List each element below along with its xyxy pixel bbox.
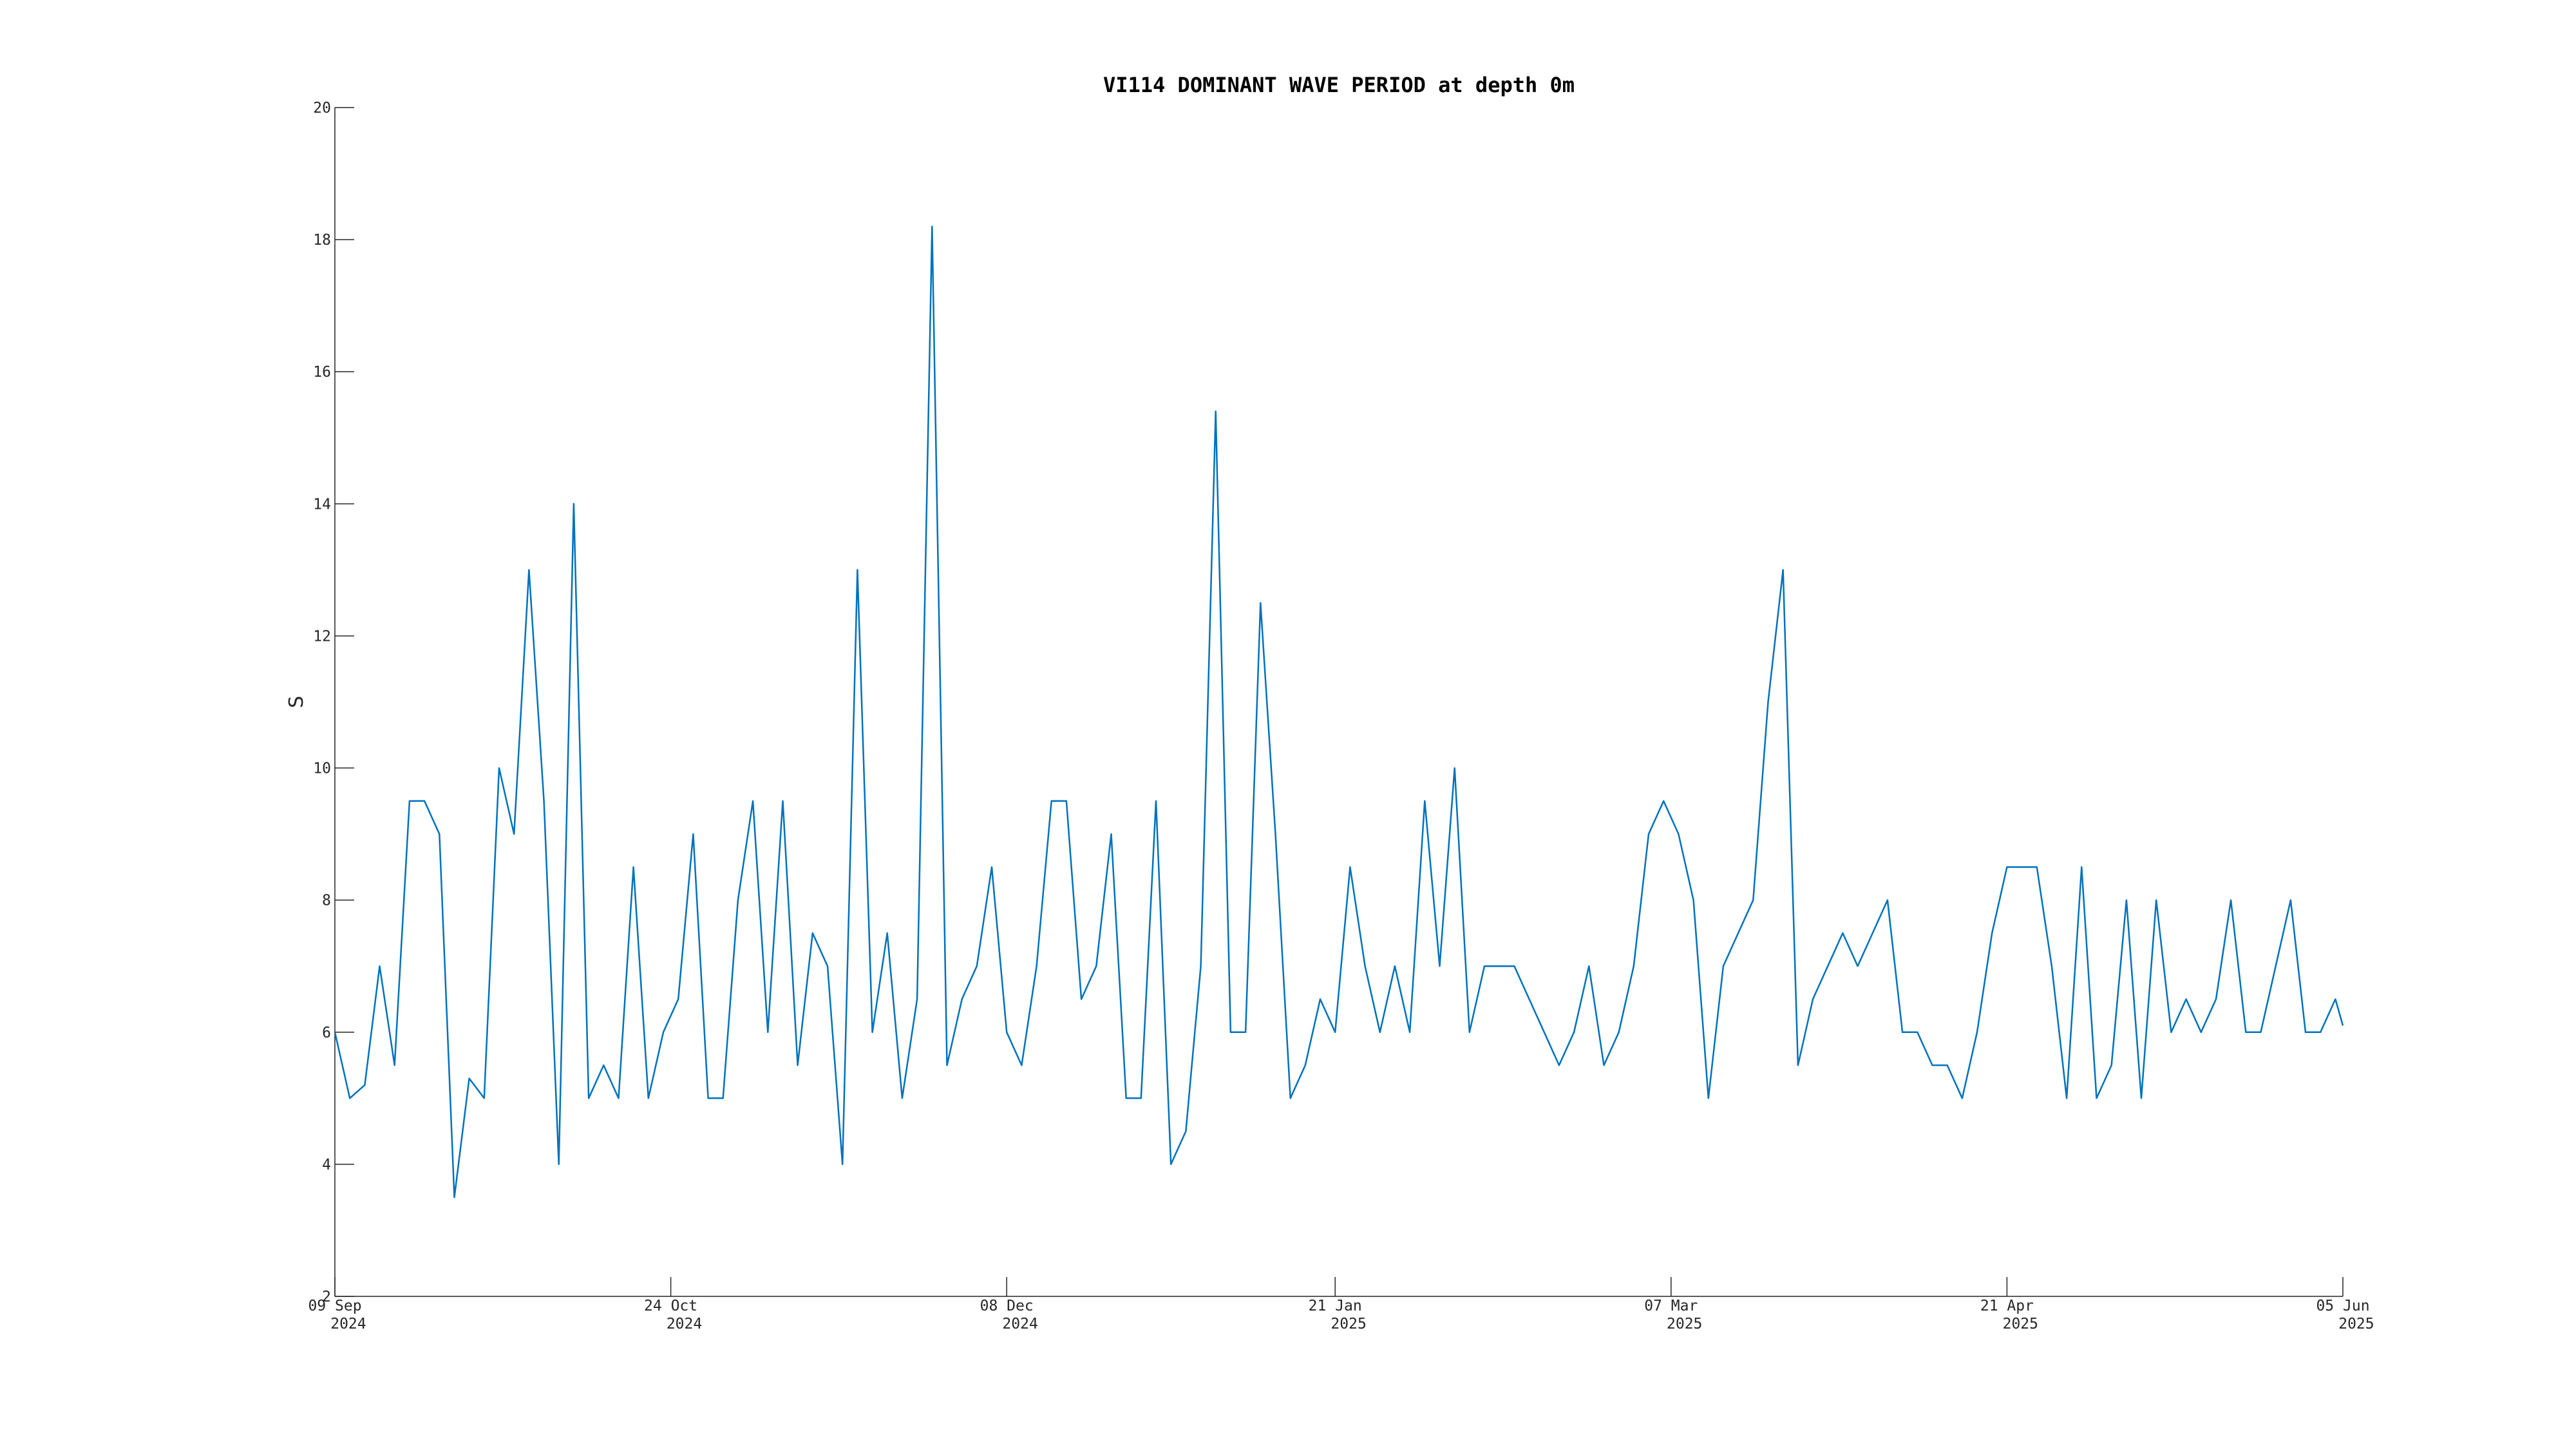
y-tick-label: 10	[313, 761, 331, 777]
x-tick-label: 07 Mar 2025	[1644, 1298, 1702, 1332]
data-line	[334, 225, 2344, 1198]
y-tick-label: 4	[322, 1157, 331, 1173]
chart-title: VI114 DOMINANT WAVE PERIOD at depth 0m	[1103, 73, 1575, 97]
y-tick-label: 16	[313, 364, 331, 381]
x-tick-label: 08 Dec 2024	[980, 1298, 1038, 1332]
y-tick-label: 20	[313, 100, 331, 117]
x-tick-label: 21 Jan 2025	[1309, 1298, 1367, 1332]
x-tick-label: 09 Sep 2024	[308, 1298, 366, 1332]
x-tick-label: 05 Jun 2025	[2316, 1298, 2374, 1332]
y-tick-label: 8	[322, 893, 331, 909]
y-tick-label: 12	[313, 628, 331, 645]
y-tick-label: 2	[322, 1289, 331, 1305]
y-tick-label: 6	[322, 1025, 331, 1041]
x-tick-label: 21 Apr 2025	[1980, 1298, 2038, 1332]
y-tick-label: 18	[313, 232, 331, 249]
x-tick-label: 24 Oct 2024	[644, 1298, 702, 1332]
y-axis-label: S	[285, 696, 308, 708]
y-tick-label: 14	[313, 496, 331, 513]
